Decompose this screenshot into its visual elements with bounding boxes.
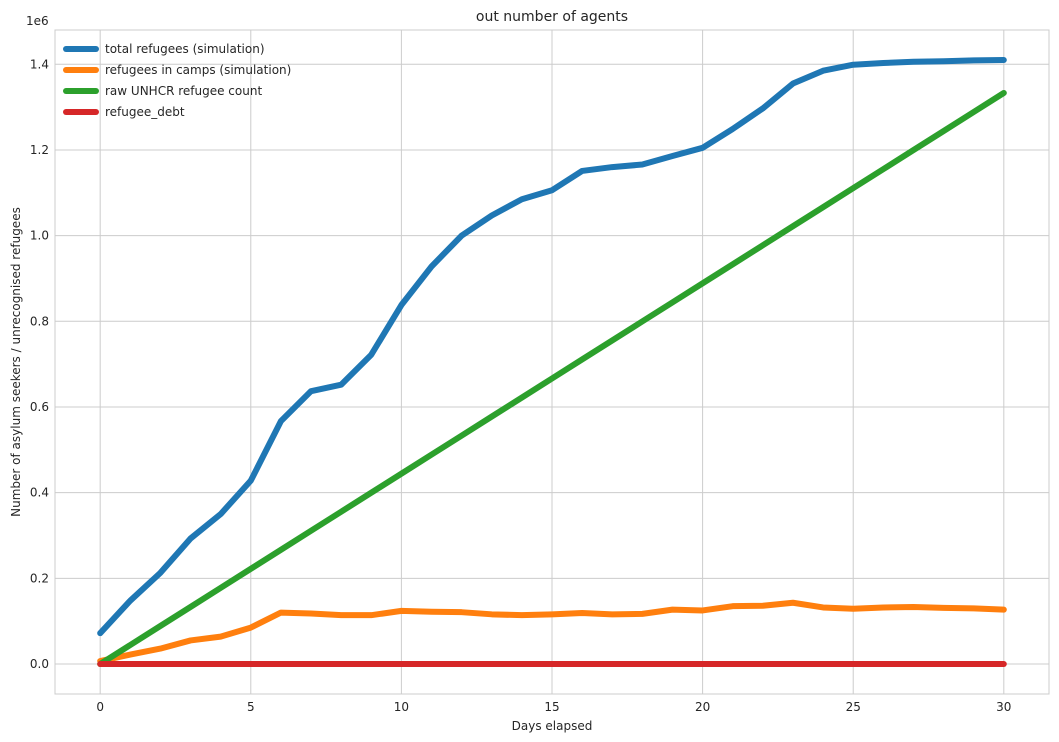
x-tick-label: 25: [846, 700, 861, 714]
y-tick-label: 1.2: [30, 143, 49, 157]
y-axis-label: Number of asylum seekers / unrecognised …: [9, 207, 23, 517]
x-tick-label: 20: [695, 700, 710, 714]
series-layer: [97, 56, 1007, 668]
y-tick-label: 0.4: [30, 486, 49, 500]
series-line: [97, 56, 1007, 637]
legend-label: raw UNHCR refugee count: [105, 84, 262, 98]
y-tick-label: 1.0: [30, 229, 49, 243]
legend-label: refugee_debt: [105, 105, 185, 119]
y-tick-label: 1.4: [30, 57, 49, 71]
legend-label: refugees in camps (simulation): [105, 63, 291, 77]
legend-label: total refugees (simulation): [105, 42, 265, 56]
legend-item: refugee_debt: [63, 105, 185, 119]
y-tick-label: 0.6: [30, 400, 49, 414]
plot-frame: [54, 29, 1050, 695]
tick-layer: 0 5 10 15 20 25 30 0.0 0.2 0.4 0.6 0.8 1.0 1.2 1.4: [30, 57, 1012, 714]
legend: total refugees (simulation) refugees in c…: [63, 42, 291, 119]
legend-item: raw UNHCR refugee count: [63, 84, 262, 98]
x-tick-label: 0: [96, 700, 104, 714]
y-offset-text: 1e6: [26, 14, 49, 28]
y-tick-label: 0.2: [30, 571, 49, 585]
y-tick-label: 0.0: [30, 657, 49, 671]
series-0: [97, 56, 1007, 637]
series-line: [97, 89, 1007, 668]
chart-title: out number of agents: [476, 9, 628, 25]
y-tick-label: 0.8: [30, 314, 49, 328]
legend-item: refugees in camps (simulation): [63, 63, 291, 77]
series-2: [97, 89, 1007, 668]
x-tick-label: 15: [544, 700, 559, 714]
x-axis-label: Days elapsed: [512, 719, 593, 733]
series-1: [97, 599, 1007, 665]
series-line: [97, 599, 1007, 665]
x-tick-label: 30: [996, 700, 1011, 714]
x-tick-label: 10: [394, 700, 409, 714]
legend-item: total refugees (simulation): [63, 42, 265, 56]
x-tick-label: 5: [247, 700, 255, 714]
